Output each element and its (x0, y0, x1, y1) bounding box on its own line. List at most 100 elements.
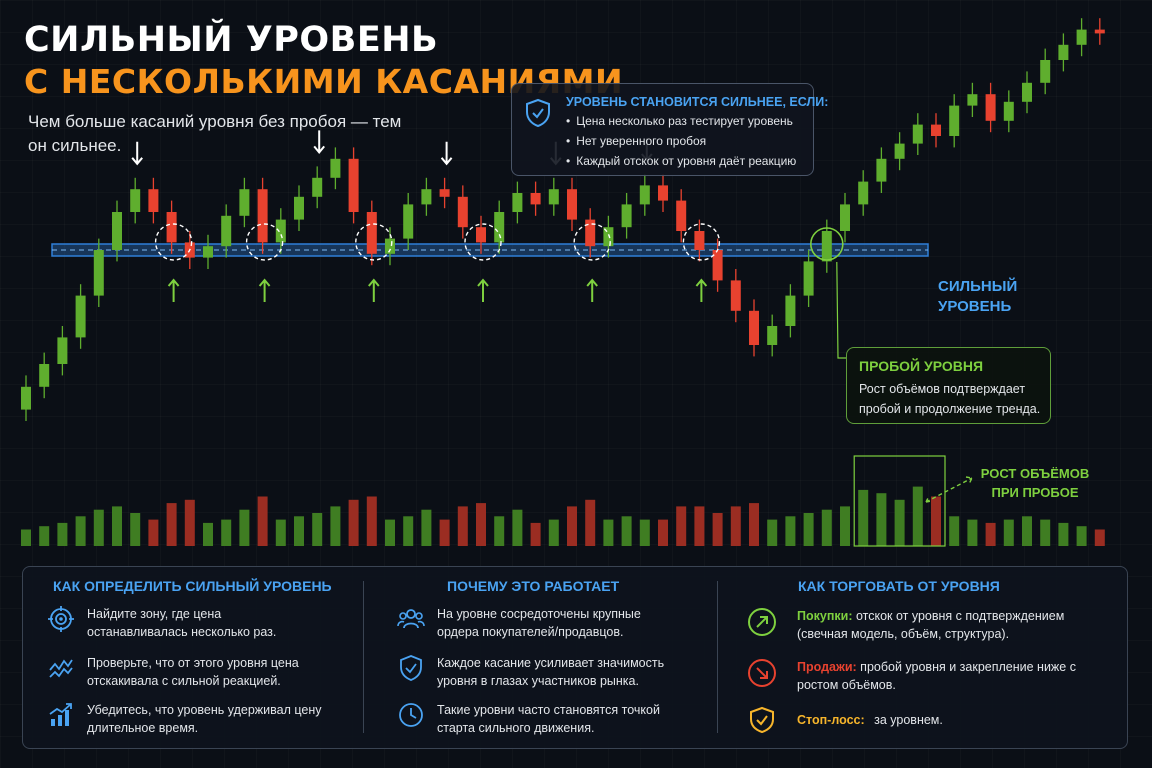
candle-body (75, 295, 86, 338)
bounce-arrow-up (586, 278, 598, 302)
candle-body (1022, 82, 1032, 102)
column-divider (363, 581, 364, 733)
candle-body (894, 143, 905, 159)
candle-body (421, 189, 432, 205)
volume-bar (985, 522, 996, 546)
volume-bar (221, 519, 232, 546)
list-item: Каждое касание усиливает значимость уров… (397, 654, 697, 694)
volume-bar (785, 516, 796, 546)
volume-bar (931, 496, 941, 546)
candle-body (403, 204, 414, 239)
wave-chart-icon (49, 659, 73, 678)
candle-body (239, 189, 250, 216)
candle-body (712, 250, 723, 281)
candle-body (749, 310, 759, 345)
bounce-arrow-up (258, 278, 271, 302)
volume-bar (1094, 529, 1105, 546)
candle-body (21, 386, 31, 410)
volume-bar (366, 496, 377, 546)
volume-bar (512, 509, 523, 546)
volume-bar (621, 516, 632, 546)
candle-body (658, 185, 668, 201)
volume-bar (348, 499, 359, 546)
candle-body (676, 200, 687, 231)
volume-bar (385, 519, 395, 546)
candle-body (1076, 29, 1087, 45)
bounce-arrow-up (695, 278, 708, 302)
rejection-arrow-down (313, 130, 325, 154)
volume-bar (730, 506, 741, 546)
volume-bar (39, 526, 50, 546)
candle-body (548, 189, 559, 205)
candle-body (476, 227, 486, 243)
candle-body (639, 185, 650, 205)
candle-body (294, 196, 304, 220)
breakout-circle (809, 227, 844, 261)
list-item-buy: Покупки: отскок от уровня с подтверждени… (747, 607, 1117, 647)
touch-circle (355, 223, 393, 261)
candle-body (858, 181, 869, 205)
candle-body (385, 238, 395, 254)
candle-body (931, 124, 941, 136)
bounce-arrow-up (167, 278, 180, 302)
volume-bar (967, 519, 978, 546)
volume-bar (57, 522, 68, 546)
candle-body (767, 326, 778, 345)
volume-bar (912, 486, 923, 546)
list-item: Проверьте, что от этого уровня цена отск… (47, 654, 347, 694)
volume-bar (148, 519, 159, 546)
volume-bar (257, 496, 268, 546)
volume-bar (749, 503, 759, 546)
level-band (51, 243, 929, 257)
sell-text: пробой уровня и закрепление ниже с росто… (797, 660, 1076, 692)
candle-body (985, 94, 996, 121)
volume-label: РОСТ ОБЪЁМОВ ПРИ ПРОБОЕ (980, 464, 1090, 502)
list-item-text: Такие уровни часто становятся точкой ста… (437, 703, 660, 735)
volume-bar (676, 506, 687, 546)
volume-bar (239, 509, 250, 546)
volume-bar (75, 516, 86, 546)
sell-label: Продажи: (797, 660, 857, 674)
conditions-title: УРОВЕНЬ СТАНОВИТСЯ СИЛЬНЕЕ, ЕСЛИ: (566, 95, 829, 109)
touch-circle (682, 223, 721, 261)
volume-bar (821, 509, 832, 546)
volume-bar (439, 519, 450, 546)
candle-body (803, 261, 814, 296)
list-item-text: Найдите зону, где цена останавливалась н… (87, 607, 277, 639)
volume-bars (21, 455, 1105, 547)
volume-label-line1: РОСТ ОБЪЁМОВ (980, 466, 1090, 481)
candle-body (694, 231, 705, 250)
breakout-connector (836, 261, 846, 359)
volume-bar (548, 519, 559, 546)
volume-bar (294, 516, 304, 546)
candle-body (93, 250, 104, 296)
candle-body (312, 177, 323, 197)
level-zone (51, 243, 929, 257)
list-item-text: Проверьте, что от этого уровня цена отск… (87, 656, 299, 688)
volume-bar (21, 529, 31, 546)
candle-body (494, 212, 505, 243)
volume-bar (1022, 516, 1032, 546)
volume-bar (112, 506, 122, 546)
arrow-up-right-icon (748, 608, 776, 636)
page-title-line1: СИЛЬНЫЙ УРОВЕНЬ (24, 20, 439, 60)
shield-check-icon (526, 98, 550, 128)
volume-bar (639, 519, 650, 546)
volume-bar (858, 489, 869, 546)
touch-markers (131, 130, 974, 503)
candle-body (130, 189, 141, 212)
candle-body (785, 295, 796, 326)
candle-body (530, 193, 541, 205)
breakout-title: ПРОБОЙ УРОВНЯ (859, 358, 984, 374)
volume-arrow (925, 476, 974, 503)
condition-item: Каждый отскок от уровня даёт реакцию (566, 154, 796, 168)
shield-icon (400, 655, 422, 681)
page-subtitle: Чем больше касаний уровня без пробоя — т… (28, 112, 402, 155)
list-item: Такие уровни часто становятся точкой ста… (397, 701, 697, 741)
candle-body (366, 212, 377, 254)
candle-body (621, 204, 632, 228)
candlestick-chart (21, 18, 1105, 547)
candle-body (585, 219, 596, 247)
candle-body (148, 189, 159, 212)
volume-bar (1058, 522, 1069, 546)
